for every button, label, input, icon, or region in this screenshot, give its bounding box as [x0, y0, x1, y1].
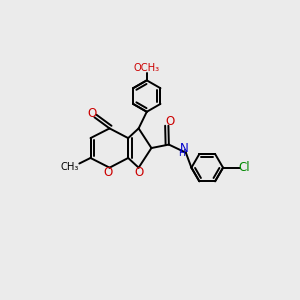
Text: H: H [178, 149, 185, 158]
Text: O: O [135, 166, 144, 179]
Text: N: N [180, 142, 189, 155]
Text: Cl: Cl [238, 161, 250, 174]
Text: O: O [166, 115, 175, 128]
Text: OCH₃: OCH₃ [134, 63, 160, 73]
Text: O: O [103, 166, 112, 179]
Text: CH₃: CH₃ [61, 161, 79, 172]
Text: O: O [88, 107, 97, 120]
